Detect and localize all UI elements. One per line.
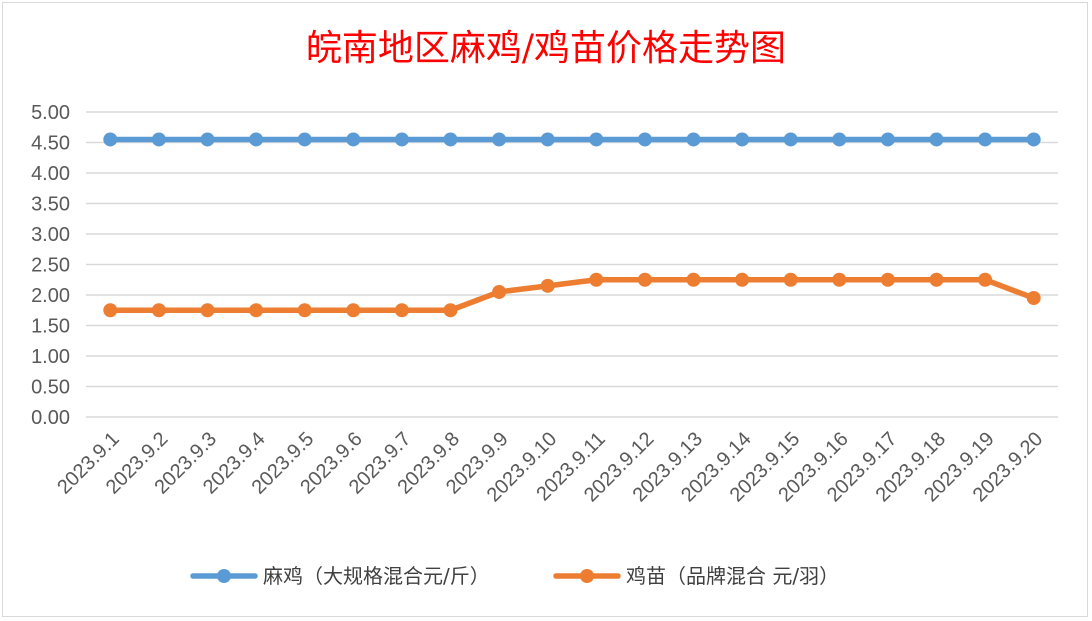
y-tick-label: 0.50 [31,377,70,399]
data-point [686,272,701,287]
data-point [492,284,507,299]
series-1 [103,132,1041,147]
data-point [540,278,555,293]
data-point [200,303,215,318]
series-group [103,132,1041,318]
x-axis-ticks: 2023.9.12023.9.22023.9.32023.9.42023.9.5… [53,428,1047,506]
legend: 麻鸡（大规格混合元/斤） 鸡苗（品牌混合 元/羽） [190,564,839,588]
y-axis-ticks: 0.00 0.50 1.00 1.50 2.00 2.50 3.00 3.50 4.00 4.50… [31,102,70,429]
data-point [880,272,895,287]
data-point [1026,291,1041,306]
data-point [297,303,312,318]
data-point [637,132,652,147]
data-point [929,272,944,287]
y-tick-label: 3.50 [31,194,70,216]
data-point [249,132,264,147]
data-point [978,132,993,147]
data-point [589,272,604,287]
data-point [151,303,166,318]
data-point [832,272,847,287]
data-point [978,272,993,287]
data-point [492,132,507,147]
grid-lines [86,111,1058,418]
data-point [589,132,604,147]
data-point [151,132,166,147]
data-point [249,303,264,318]
data-point [103,303,118,318]
chart-title: 皖南地区麻鸡/鸡苗价格走势图 [306,28,786,69]
data-point [783,272,798,287]
data-point [200,132,215,147]
data-point [443,132,458,147]
data-point [394,303,409,318]
series-2 [103,272,1041,318]
data-point [637,272,652,287]
y-tick-label: 0.00 [31,407,70,429]
data-point [686,132,701,147]
y-tick-label: 2.00 [31,285,70,307]
y-tick-label: 2.50 [31,255,70,277]
series-line [107,277,1037,313]
data-point [346,303,361,318]
data-point [540,132,555,147]
data-point [880,132,895,147]
data-point [1026,132,1041,147]
legend-marker [580,569,594,583]
data-point [929,132,944,147]
legend-marker [217,569,231,583]
data-point [103,132,118,147]
legend-item-1: 麻鸡（大规格混合元/斤） [190,564,490,588]
y-tick-label: 3.00 [31,224,70,246]
data-point [832,132,847,147]
data-point [735,132,750,147]
legend-item-2: 鸡苗（品牌混合 元/羽） [553,564,839,588]
legend-label: 鸡苗（品牌混合 元/羽） [626,564,839,588]
y-tick-label: 1.00 [31,346,70,368]
y-tick-label: 1.50 [31,316,70,338]
data-point [443,303,458,318]
y-tick-label: 4.50 [31,133,70,155]
legend-label: 麻鸡（大规格混合元/斤） [263,564,490,588]
data-point [297,132,312,147]
data-point [346,132,361,147]
data-point [735,272,750,287]
y-tick-label: 4.00 [31,163,70,185]
data-point [394,132,409,147]
data-point [783,132,798,147]
y-tick-label: 5.00 [31,102,70,124]
